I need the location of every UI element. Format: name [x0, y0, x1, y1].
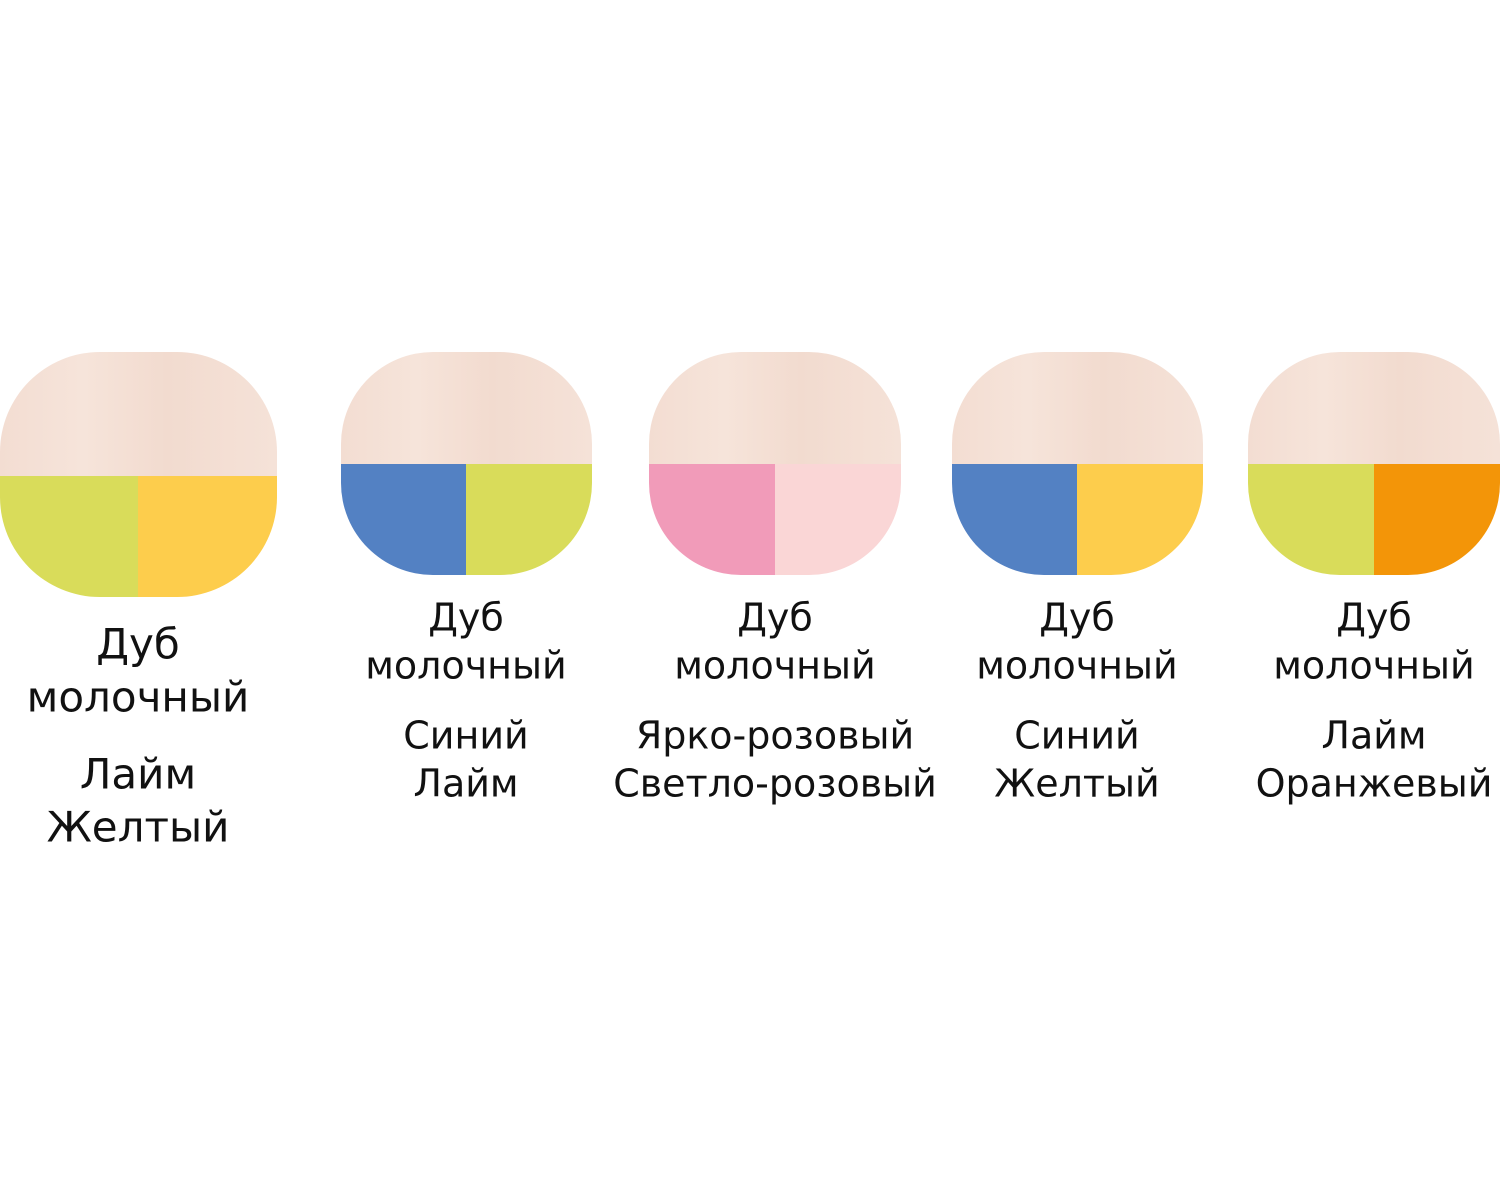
material-line: молочный: [365, 644, 566, 688]
left-panel: [1248, 464, 1374, 575]
top-panel: [1248, 352, 1500, 464]
material-line: молочный: [976, 644, 1177, 688]
swatch: [341, 352, 592, 575]
swatch: [649, 352, 901, 575]
top-panel: [952, 352, 1203, 464]
swatch-label: Дуб молочный Лайм Желтый: [27, 620, 250, 852]
color-line: Желтый: [47, 803, 230, 852]
top-panel: [341, 352, 592, 464]
right-panel: [1374, 464, 1500, 575]
color-line: Светло-розовый: [613, 762, 937, 806]
swatch-label: Дуб молочный Ярко-розовый Светло-розовый: [613, 596, 937, 806]
color-line: Синий: [403, 714, 528, 758]
left-panel: [0, 476, 138, 597]
material-line: молочный: [674, 644, 875, 688]
top-panel: [0, 352, 277, 476]
left-panel: [341, 464, 466, 575]
swatch: [1248, 352, 1500, 575]
swatch-label: Дуб молочный Синий Желтый: [976, 596, 1177, 806]
material-line: Дуб: [1039, 596, 1115, 640]
left-panel: [952, 464, 1077, 575]
material-line: Дуб: [96, 620, 180, 669]
swatch: [952, 352, 1203, 575]
color-line: Лайм: [1321, 714, 1426, 758]
color-line: Синий: [1014, 714, 1139, 758]
swatch-label: Дуб молочный Синий Лайм: [365, 596, 566, 806]
material-line: молочный: [27, 673, 250, 722]
material-line: Дуб: [1336, 596, 1412, 640]
color-line: Желтый: [994, 762, 1159, 806]
right-panel: [466, 464, 592, 575]
top-panel: [649, 352, 901, 464]
right-panel: [775, 464, 901, 575]
color-line: Лайм: [413, 762, 518, 806]
material-line: молочный: [1273, 644, 1474, 688]
color-line: Ярко-розовый: [636, 714, 914, 758]
left-panel: [649, 464, 775, 575]
swatch-label: Дуб молочный Лайм Оранжевый: [1256, 596, 1493, 806]
color-line: Лайм: [80, 750, 196, 799]
color-line: Оранжевый: [1256, 762, 1493, 806]
right-panel: [1077, 464, 1203, 575]
right-panel: [138, 476, 277, 597]
swatch: [0, 352, 277, 597]
material-line: Дуб: [737, 596, 813, 640]
material-line: Дуб: [428, 596, 504, 640]
